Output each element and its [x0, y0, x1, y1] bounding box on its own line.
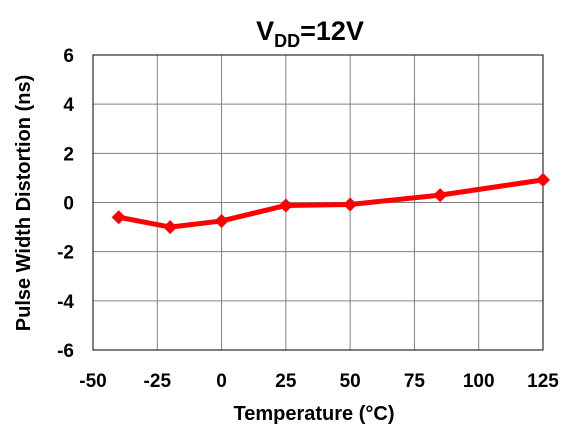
x-tick-label: 75: [404, 371, 426, 392]
x-tick-label: 100: [463, 371, 495, 392]
x-tick-label: 125: [527, 371, 559, 392]
x-tick-label: 0: [216, 371, 227, 392]
x-tick-label: 25: [275, 371, 297, 392]
chart-title: VDD=12V: [256, 16, 364, 51]
data-point: [278, 198, 293, 213]
data-point: [214, 213, 229, 228]
y-tick-label: 2: [63, 144, 74, 165]
data-point: [163, 220, 178, 235]
y-tick-label: 0: [63, 194, 74, 215]
y-tick-label: 4: [63, 95, 74, 116]
y-tick-labels: -6 -4 -2 0 2 4 6: [57, 46, 74, 362]
data-point: [433, 188, 448, 203]
y-tick-label: 6: [63, 46, 74, 67]
plot-frame: [92, 54, 544, 351]
y-tick-label: -4: [57, 292, 74, 313]
data-point: [343, 197, 358, 212]
x-tick-label: 50: [340, 371, 361, 392]
data-point: [111, 210, 126, 225]
series-group: [111, 172, 550, 235]
x-tick-labels: -50 -25 0 25 50 75 100 125: [79, 371, 559, 392]
y-tick-label: -6: [57, 341, 74, 362]
x-tick-label: -25: [144, 371, 172, 392]
chart-title-main: V: [256, 16, 274, 46]
x-tick-label: -50: [79, 371, 106, 392]
chart-title-subscript: DD: [274, 31, 300, 51]
y-tick-label: -2: [57, 243, 74, 264]
y-axis-title: Pulse Width Distortion (ns): [13, 75, 35, 331]
data-point: [536, 172, 550, 187]
series-line-0: [118, 177, 544, 230]
x-axis-title: Temperature (°C): [234, 403, 395, 425]
chart-title-rest: =12V: [300, 16, 364, 46]
